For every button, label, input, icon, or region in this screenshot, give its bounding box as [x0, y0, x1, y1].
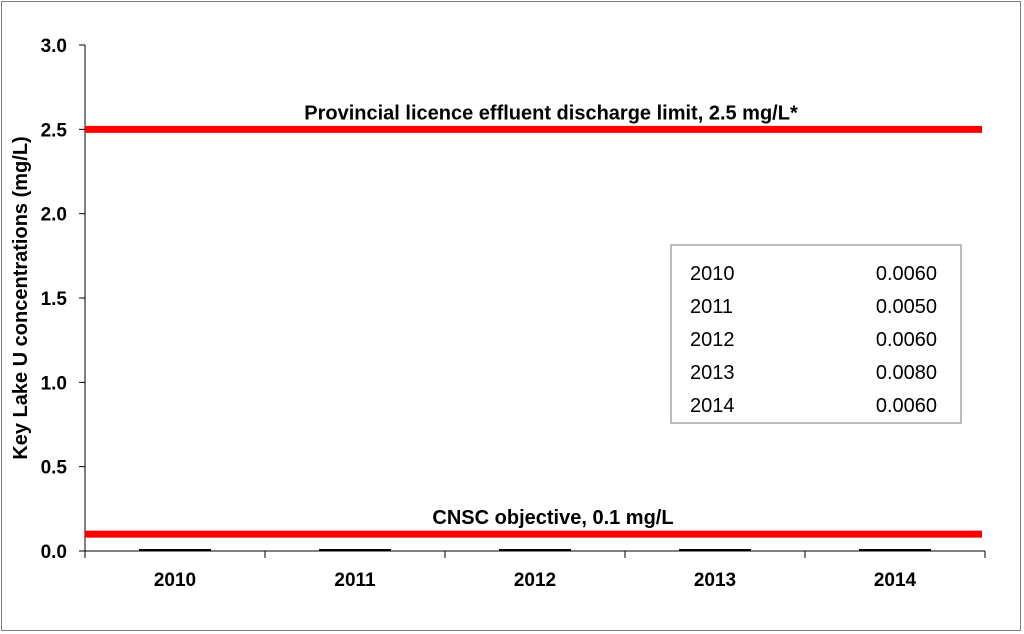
y-tick-label: 2.5 — [41, 120, 68, 141]
bars — [139, 549, 931, 551]
data-table-box — [670, 244, 962, 424]
bar-2013 — [679, 549, 751, 551]
table-year: 2013 — [690, 362, 735, 384]
bar-2010 — [139, 549, 211, 551]
table-value: 0.0060 — [876, 395, 937, 417]
table-value: 0.0060 — [876, 263, 937, 285]
reference-lines: Provincial licence effluent discharge li… — [85, 102, 982, 538]
reference-line-label: Provincial licence effluent discharge li… — [304, 102, 798, 124]
data-table: 2010 0.0060 2011 0.0050 2012 0.0060 2013 0.0080… — [670, 244, 962, 424]
table-value: 0.0060 — [876, 329, 937, 351]
y-tick-label: 1.0 — [41, 373, 67, 394]
y-tick-label: 1.5 — [41, 289, 68, 310]
table-year: 2012 — [690, 329, 735, 351]
y-ticks: 0.0 0.5 1.0 1.5 2.0 2.5 3.0 — [41, 36, 85, 563]
y-axis-label: Key Lake U concentrations (mg/L) — [10, 136, 32, 459]
bar-2014 — [859, 549, 931, 551]
x-ticks: 2010 2011 2012 2013 2014 — [84, 551, 986, 591]
table-value: 0.0050 — [876, 296, 937, 318]
table-year: 2010 — [690, 263, 735, 285]
table-value: 0.0080 — [876, 362, 937, 384]
x-tick-label: 2012 — [514, 570, 556, 591]
y-tick-label: 0.5 — [41, 458, 68, 479]
table-year: 2014 — [690, 395, 735, 417]
table-year: 2011 — [690, 296, 733, 318]
y-tick-label: 0.0 — [41, 542, 67, 563]
y-tick-label: 3.0 — [41, 36, 67, 57]
x-tick-label: 2014 — [874, 570, 917, 591]
reference-line-label: CNSC objective, 0.1 mg/L — [432, 507, 673, 529]
bar-2011 — [319, 549, 391, 551]
y-tick-label: 2.0 — [41, 205, 67, 226]
x-tick-label: 2010 — [154, 570, 196, 591]
x-tick-label: 2013 — [694, 570, 736, 591]
x-tick-label: 2011 — [334, 570, 376, 591]
bar-2012 — [499, 549, 571, 551]
